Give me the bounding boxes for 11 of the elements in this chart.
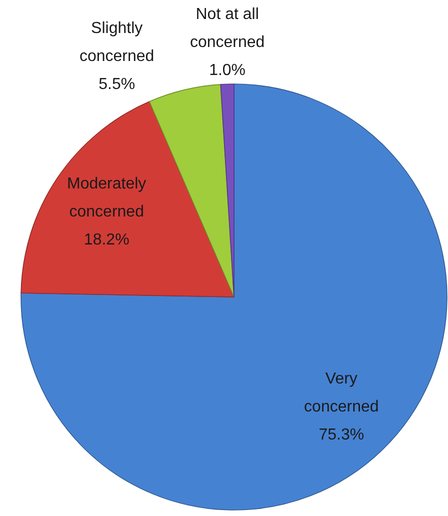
slice-label: Very concerned <box>304 370 379 415</box>
data-label: 18.2% <box>84 231 130 248</box>
data-label: 75.3% <box>318 426 364 443</box>
pie-slice <box>20 101 234 298</box>
slice-label: Not at all concerned <box>190 6 265 50</box>
slice-label: Moderately concerned <box>67 175 146 220</box>
data-label: 5.5% <box>98 76 136 92</box>
pie-slice <box>149 84 234 298</box>
slice-label: Slightly concerned <box>79 20 154 64</box>
data-label: 1.0% <box>209 62 246 78</box>
pie-slice <box>220 84 234 298</box>
